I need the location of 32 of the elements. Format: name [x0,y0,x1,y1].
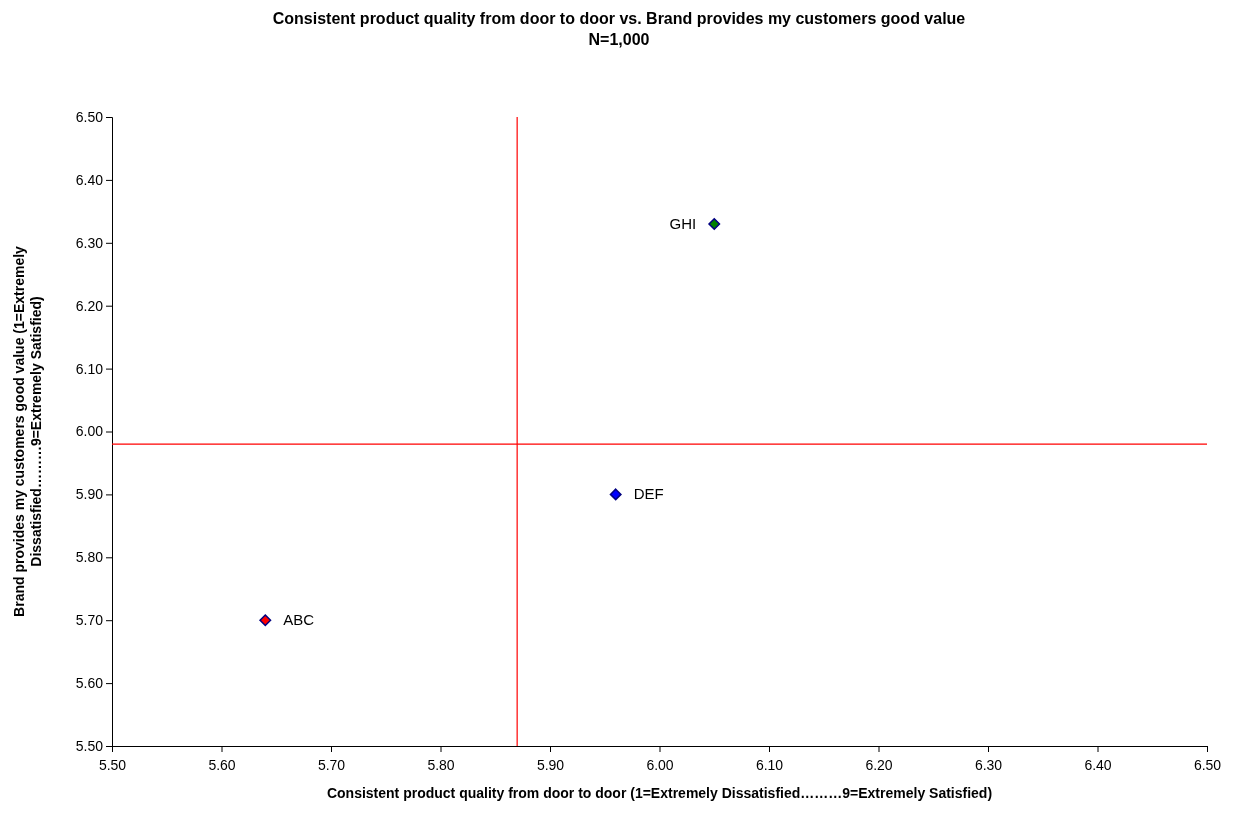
x-tick-label: 5.80 [427,757,455,774]
y-tick-label: 6.30 [75,234,104,251]
x-tick-label: 6.00 [646,757,674,774]
series-label: DEF [633,485,664,503]
y-tick-label: 5.80 [75,549,104,566]
series-label: GHI [669,214,697,232]
y-tick-label: 5.50 [75,737,104,754]
y-tick-label: 5.70 [75,612,104,629]
chart-title: Consistent product quality from door to door vs. Brand provides my customers good value [272,10,966,27]
y-tick-label: 6.50 [75,108,104,125]
series-label: ABC [283,611,315,629]
point [609,488,622,501]
chart-subtitle: N=1,000 [588,31,650,48]
y-tick-label: 6.10 [75,360,104,377]
x-tick-label: 6.20 [865,757,893,774]
x-tick-label: 6.50 [1193,757,1222,774]
y-axis-title: Brand provides my customers good value (1=Extremely Dissatisfied………9=Extremely Satisfied) [11,245,44,617]
y-tick-label: 5.90 [75,486,104,503]
x-tick-label: 5.60 [208,757,236,774]
x-tick-label: 6.30 [974,757,1003,774]
x-axis-title: Consistent product quality from door to door (1=Extremely Dissatisfied………9=Extremely Satisfied) [326,785,993,801]
y-tick-label: 6.40 [75,171,104,188]
x-tick-label: 5.90 [536,757,565,774]
x-tick-label: 5.70 [317,757,346,774]
y-tick-label: 6.20 [75,297,104,314]
y-tick-label: 6.00 [75,423,104,440]
point [259,614,272,627]
point [708,217,721,230]
x-tick-label: 6.40 [1084,757,1112,774]
x-tick-label: 5.50 [98,757,127,774]
y-tick-label: 5.60 [75,675,104,692]
x-tick-label: 6.10 [755,757,784,774]
